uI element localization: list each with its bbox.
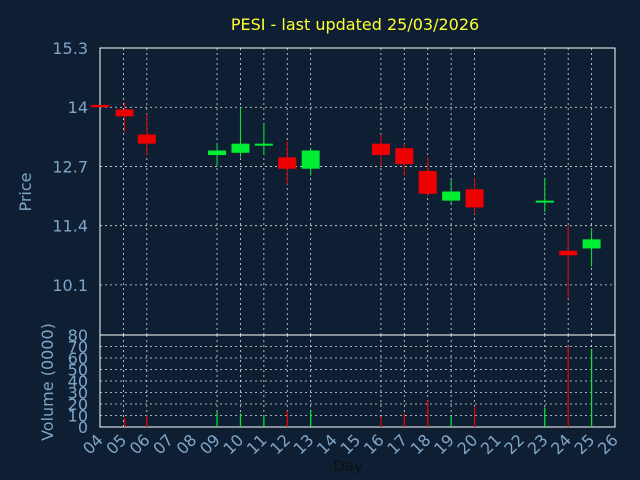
volume-axis-label: Volume (0000) [38,323,57,441]
price-tick-label: 15.3 [52,39,88,58]
candle-body [535,200,554,203]
price-grid [100,48,615,335]
candles [91,102,601,299]
chart-title: PESI - last updated 25/03/2026 [231,15,479,34]
candle-body [465,189,484,208]
price-panel: 15.3 14 12.7 11.4 10.1 Price [16,39,616,336]
candle-body [254,143,273,146]
price-axis-label: Price [16,172,35,211]
candle-body [559,250,578,256]
candle-body [371,143,390,156]
price-panel-frame [99,47,616,336]
volume-tick-label: 0 [78,418,88,437]
price-y-ticks: 15.3 14 12.7 11.4 10.1 [52,39,88,295]
volume-tick-label: 80 [68,326,88,345]
candle-body [278,157,297,169]
x-axis-ticks: 0405060708091011121314151617181920212223… [79,430,622,458]
volume-tick-label: 10 [68,407,88,426]
candle-body [137,134,156,144]
volume-tick-label: 20 [68,395,88,414]
volume-grid [100,335,615,427]
volume-tick-label: 50 [68,361,88,380]
x-axis-label: Day [333,457,363,475]
price-tick-label: 11.4 [52,217,88,236]
price-tick-label: 12.7 [52,157,88,176]
volume-bars [123,346,593,427]
candle-body [91,104,109,108]
volume-tick-label: 60 [68,349,88,368]
volume-panel-frame [99,334,616,428]
candle-body [442,191,461,201]
candle-body [418,171,437,194]
candle-body [231,143,250,153]
volume-tick-label: 30 [68,384,88,403]
candle-body [395,148,414,165]
candle-body [301,150,320,169]
candle-body [582,239,601,249]
volume-tick-label: 40 [68,372,88,391]
candle-body [115,109,134,117]
price-tick-label: 10.1 [52,276,88,295]
candle-body [208,150,227,156]
volume-tick-label: 70 [68,338,88,357]
price-tick-label: 14 [68,98,88,117]
x-tick-label: 26 [594,430,622,458]
